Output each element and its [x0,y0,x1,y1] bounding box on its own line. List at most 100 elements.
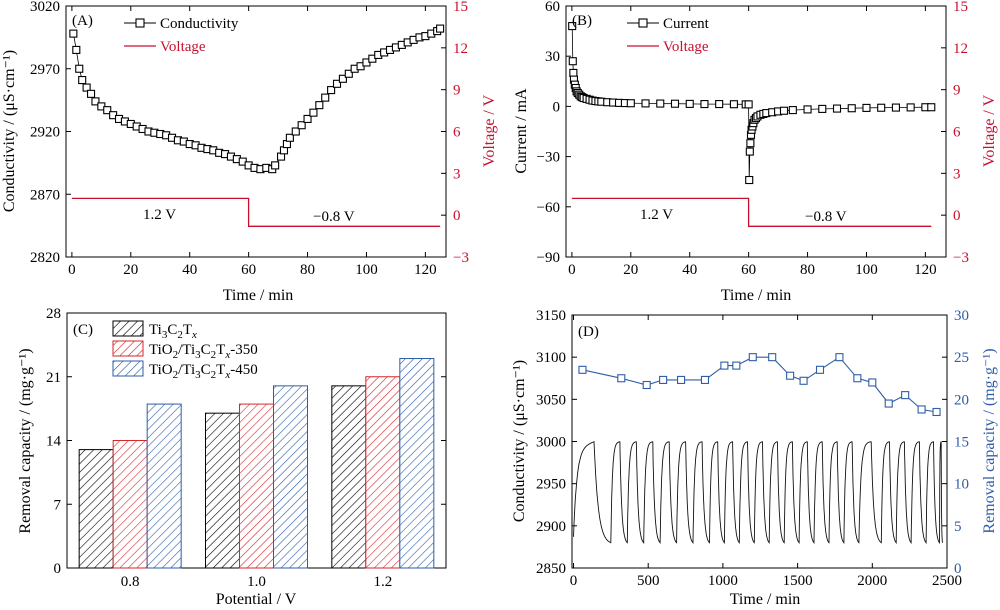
bar-ti3c2tx [205,412,240,569]
x-tick-label: 1.0 [247,574,266,590]
x-tick-label: 60 [741,262,756,278]
y-tick-label: 2820 [30,250,60,266]
voltage-line [71,197,441,227]
legend-label-current: Current [663,16,710,32]
current-point [906,103,915,112]
panel-label: (A) [72,13,93,29]
chart-panel-d: 0 500 1000 1500 2000 250028502900295030003050… [511,308,998,608]
current-point [818,104,827,113]
y2-tick-label: 6 [953,125,961,141]
conductivity-point [344,69,353,78]
x-tick-label: 1000 [708,573,738,589]
conductivity-point [315,101,324,110]
y-tick-label: 3050 [536,392,566,408]
y2-tick-label: 5 [954,519,962,535]
y2-tick-label: 0 [953,208,961,224]
y2-tick-label: 0 [453,208,461,224]
removal-capacity-point [720,361,729,370]
conductivity-point [309,108,318,117]
removal-capacity-point [932,407,941,417]
y2-tick-label: 30 [954,308,969,324]
x-tick-label: 20 [623,262,638,278]
legend-label-conductivity: Conductivity [160,16,239,32]
y-tick-label: 2850 [536,561,566,577]
y-axis-title: Current / mA [513,88,530,174]
conductivity-point [327,86,336,95]
current-point [626,99,635,108]
current-point [891,103,900,112]
conductivity-point [436,24,445,33]
y2-tick-label: −3 [453,250,469,266]
bar-tio2-450 [273,385,308,569]
legend-label: TiO2/Ti3C2Tx-350 [149,342,258,361]
y2-tick-label: −3 [953,250,969,266]
conductivity-point [303,114,312,123]
plot-frame [65,5,447,258]
x-tick-label: 1.2 [373,574,392,590]
y-tick-label: 2970 [30,62,60,78]
y-tick-label: 0 [54,561,62,577]
bar-tio2-450 [399,358,435,569]
y-tick-label: 2900 [536,519,566,535]
legend-label: TiO2/Ti3C2Tx-450 [149,362,258,381]
conductivity-point [321,93,330,102]
y2-axis-title: Voltage / V [981,94,998,167]
conductivity-point [72,45,81,54]
panel-label: (C) [73,322,93,338]
x-tick-label: 40 [182,262,197,278]
voltage-line [571,197,932,227]
y2-tick-label: 15 [453,0,468,15]
removal-capacity-point [642,380,651,390]
current-point [745,147,754,156]
y2-tick-label: 25 [954,350,969,366]
current-point [744,100,753,109]
current-point [569,68,578,77]
x-tick-label: 0.8 [121,574,140,590]
conductivity-point [297,121,306,130]
annotation-neg-0-8v: −0.8 V [313,209,355,225]
y2-tick-label: 15 [953,0,968,15]
x-tick-label: 60 [241,262,256,278]
legend-swatch [112,340,144,357]
removal-capacity-point [853,374,862,383]
y-tick-label: −90 [537,250,560,266]
y2-axis-title: Voltage / V [481,94,498,167]
current-point [568,22,577,31]
removal-capacity-point [578,365,587,374]
y-tick-label: 28 [46,306,61,322]
x-tick-label: 500 [637,573,660,589]
removal-capacity-point [768,353,777,362]
y-tick-label: 3100 [536,350,566,366]
bar-tio2-350 [112,440,148,569]
y-tick-label: 7 [54,497,62,513]
current-point [715,100,724,109]
removal-capacity-point [617,374,626,383]
current-point [700,100,709,109]
x-axis-title: Potential / V [216,591,297,608]
removal-capacity-point [884,399,893,408]
y-tick-label: 0 [553,99,561,115]
current-point [568,57,577,66]
removal-capacity-point [917,405,926,414]
current-point [832,104,842,113]
current-point [779,106,789,115]
conductivity-point [82,83,91,92]
x-axis-title: Time / min [223,287,294,304]
y-tick-label: 2950 [536,477,566,493]
removal-capacity-point [799,376,808,385]
current-point [847,104,856,113]
x-tick-label: 2500 [932,573,962,589]
conductivity-point [285,133,294,142]
current-point [641,99,650,108]
x-tick-label: 80 [300,262,315,278]
y-tick-label: 2920 [30,125,60,141]
y-tick-label: 30 [545,49,560,65]
y2-tick-label: 6 [453,125,461,141]
chart-panel-b: 0 20 40 60 80 100 120−90−60−3003060−303691215(… [513,0,998,304]
x-tick-label: 20 [123,262,138,278]
y2-tick-label: 0 [954,561,962,577]
conductivity-point [69,29,78,38]
y-tick-label: 14 [46,434,62,450]
current-point [927,103,936,112]
